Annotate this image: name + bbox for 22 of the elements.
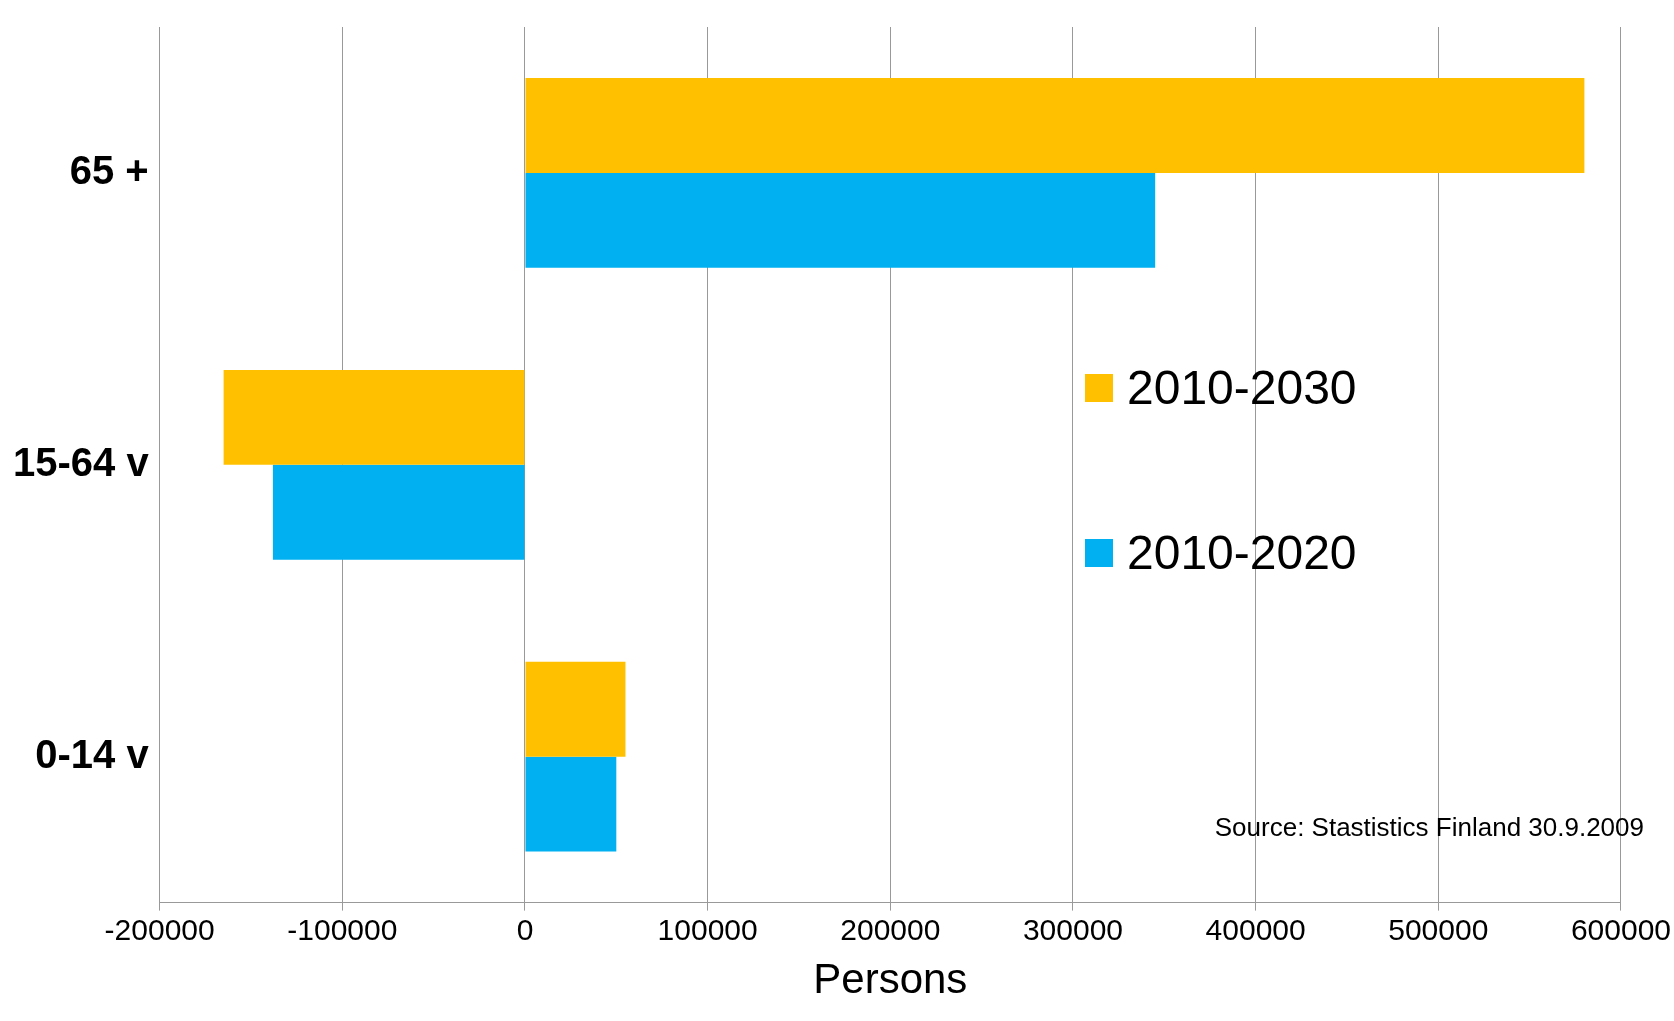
bar bbox=[272, 464, 525, 560]
bar bbox=[223, 369, 525, 465]
x-tick-label: 500000 bbox=[1388, 912, 1489, 946]
x-tick-label: -200000 bbox=[104, 912, 215, 946]
x-tick-label: 100000 bbox=[657, 912, 758, 946]
x-tick-label: 400000 bbox=[1205, 912, 1306, 946]
bar bbox=[525, 756, 617, 852]
x-tick-label: 0 bbox=[516, 912, 534, 946]
y-tick-label: 15-64 v bbox=[12, 439, 150, 484]
y-tick-label: 0-14 v bbox=[35, 731, 150, 776]
x-axis-title: Persons bbox=[813, 955, 968, 1003]
x-tick-label: 600000 bbox=[1570, 912, 1671, 946]
bar bbox=[525, 661, 626, 757]
bar bbox=[525, 172, 1156, 268]
annotation: Source: Stastistics Finland 30.9.2009 bbox=[1214, 812, 1644, 843]
bar bbox=[525, 78, 1585, 173]
legend-label: 2010-2030 bbox=[1127, 360, 1357, 415]
x-tick-label: 300000 bbox=[1022, 912, 1124, 946]
legend-label: 2010-2020 bbox=[1127, 525, 1357, 580]
x-tick-label: 200000 bbox=[840, 912, 941, 946]
x-tick-label: -100000 bbox=[287, 912, 398, 946]
y-tick-label: 65 + bbox=[69, 147, 149, 192]
